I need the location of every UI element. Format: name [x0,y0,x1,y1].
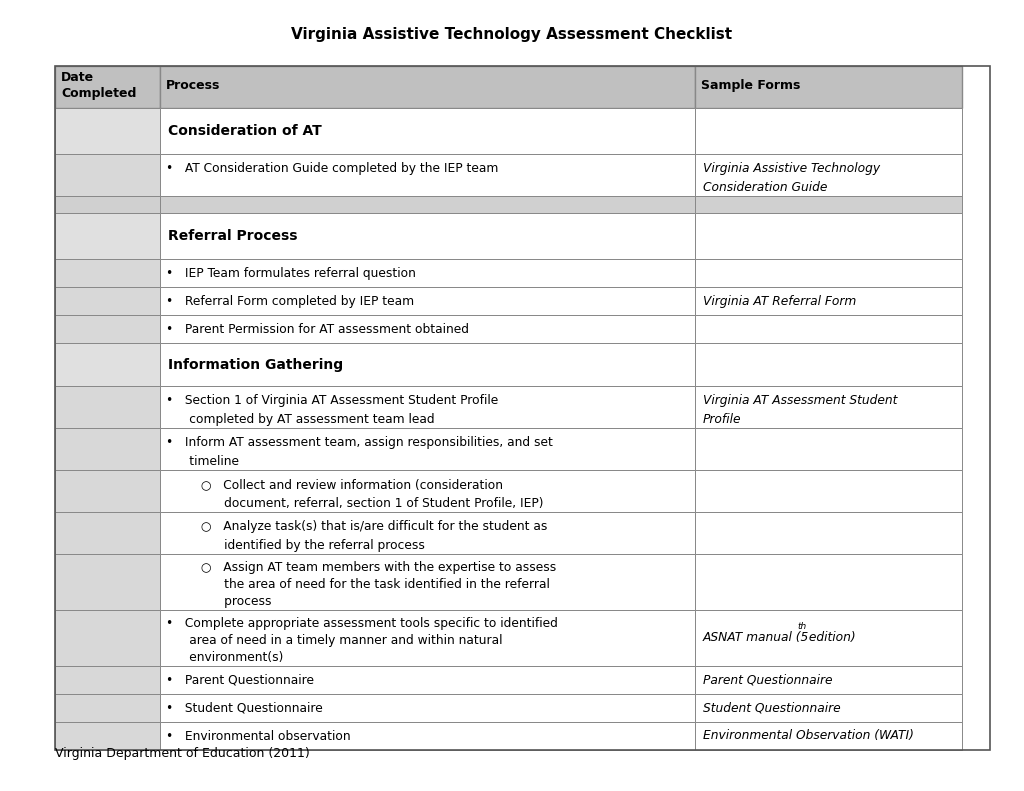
Bar [160,259,694,287]
Text: edition): edition) [805,631,855,645]
Text: •   Complete appropriate assessment tools specific to identified: • Complete appropriate assessment tools … [166,617,558,630]
Bar [55,259,160,287]
Text: •   Student Questionnaire: • Student Questionnaire [166,702,323,714]
Bar [160,108,694,154]
Bar [55,694,160,722]
Text: Environmental Observation (WATI): Environmental Observation (WATI) [702,729,913,743]
Text: •   Parent Questionnaire: • Parent Questionnaire [166,673,313,687]
Text: identified by the referral process: identified by the referral process [166,539,425,552]
Bar [694,554,962,610]
Bar [160,66,694,108]
Text: Parent Questionnaire: Parent Questionnaire [702,673,833,687]
Text: Consideration Guide: Consideration Guide [702,181,827,194]
Bar [55,196,160,213]
Bar [160,154,694,196]
Text: document, referral, section 1 of Student Profile, IEP): document, referral, section 1 of Student… [166,497,543,510]
Bar [160,512,694,554]
Bar [55,287,160,315]
Bar [55,666,160,694]
Bar [160,554,694,610]
Text: Profile: Profile [702,413,741,426]
Text: Sample Forms: Sample Forms [700,79,800,92]
Text: Virginia Assistive Technology Assessment Checklist: Virginia Assistive Technology Assessment… [292,27,732,41]
Bar [160,428,694,470]
Bar [160,343,694,386]
Text: timeline: timeline [166,455,239,468]
Text: •   AT Consideration Guide completed by the IEP team: • AT Consideration Guide completed by th… [166,162,498,175]
Bar [694,196,962,213]
Bar [694,386,962,428]
Text: •   Section 1 of Virginia AT Assessment Student Profile: • Section 1 of Virginia AT Assessment St… [166,394,498,407]
Bar [160,694,694,722]
Text: •   Referral Form completed by IEP team: • Referral Form completed by IEP team [166,294,414,308]
Bar [694,610,962,666]
Text: Student Questionnaire: Student Questionnaire [702,702,840,714]
Bar [55,470,160,512]
Bar [160,722,694,750]
Bar [160,287,694,315]
Text: •   Inform AT assessment team, assign responsibilities, and set: • Inform AT assessment team, assign resp… [166,436,553,449]
Bar [55,386,160,428]
Bar [55,66,160,108]
Text: th: th [797,622,806,631]
Text: Date
Completed: Date Completed [61,71,136,100]
Bar [55,343,160,386]
Bar [694,108,962,154]
Bar [694,694,962,722]
Bar [160,315,694,343]
Bar [160,213,694,259]
Bar [55,66,990,750]
Bar [160,196,694,213]
Bar [55,722,160,750]
Bar [55,108,160,154]
Text: ○   Analyze task(s) that is/are difficult for the student as: ○ Analyze task(s) that is/are difficult … [166,520,547,533]
Bar [55,428,160,470]
Text: the area of need for the task identified in the referral: the area of need for the task identified… [166,578,550,591]
Text: Virginia AT Assessment Student: Virginia AT Assessment Student [702,394,897,407]
Bar [694,259,962,287]
Text: Information Gathering: Information Gathering [168,358,343,372]
Bar [694,666,962,694]
Text: Process: Process [166,79,220,92]
Text: ○   Collect and review information (consideration: ○ Collect and review information (consid… [166,478,503,491]
Bar [55,512,160,554]
Text: Virginia Assistive Technology: Virginia Assistive Technology [702,162,880,175]
Text: area of need in a timely manner and within natural: area of need in a timely manner and with… [166,634,502,647]
Bar [694,66,962,108]
Text: Virginia Department of Education (2011): Virginia Department of Education (2011) [55,747,309,759]
Text: •   Parent Permission for AT assessment obtained: • Parent Permission for AT assessment ob… [166,323,469,335]
Bar [160,470,694,512]
Text: Consideration of AT: Consideration of AT [168,124,322,138]
Bar [160,610,694,666]
Bar [694,154,962,196]
Text: •   Environmental observation: • Environmental observation [166,729,350,743]
Bar [694,512,962,554]
Bar [55,554,160,610]
Text: process: process [166,595,271,608]
Text: •   IEP Team formulates referral question: • IEP Team formulates referral question [166,267,416,279]
Bar [694,287,962,315]
Bar [55,315,160,343]
Text: ○   Assign AT team members with the expertise to assess: ○ Assign AT team members with the expert… [166,561,556,574]
Text: environment(s): environment(s) [166,651,283,664]
Bar [160,386,694,428]
Bar [160,666,694,694]
Text: completed by AT assessment team lead: completed by AT assessment team lead [166,413,434,426]
Bar [694,470,962,512]
Bar [55,610,160,666]
Text: ASNAT manual (5: ASNAT manual (5 [702,631,809,645]
Bar [694,343,962,386]
Bar [694,428,962,470]
Bar [55,213,160,259]
Bar [694,722,962,750]
Bar [694,213,962,259]
Text: Referral Process: Referral Process [168,229,297,243]
Bar [694,315,962,343]
Text: Virginia AT Referral Form: Virginia AT Referral Form [702,294,856,308]
Bar [55,154,160,196]
